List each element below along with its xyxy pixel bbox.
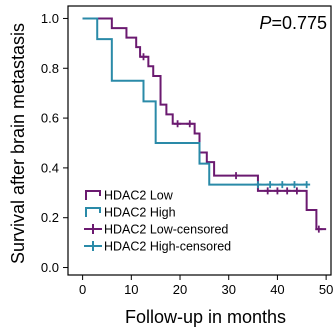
censor-mark-hdac2-low (283, 187, 291, 195)
x-tick-label: 0 (79, 282, 86, 297)
censor-mark-hdac2-high (266, 181, 274, 189)
p-value-number: =0.775 (271, 13, 327, 33)
legend-label-hdac2-low-censored: HDAC2 Low-censored (104, 223, 228, 237)
censor-mark-hdac2-high (303, 181, 311, 189)
censor-mark-hdac2-high (290, 181, 298, 189)
legend-symbol-hdac2-high-censored (84, 241, 102, 251)
x-tick-label: 50 (319, 282, 333, 297)
legend-symbol-hdac2-high (85, 207, 101, 217)
censor-mark-hdac2-low (273, 187, 281, 195)
legend-label-hdac2-high: HDAC2 High (104, 206, 176, 220)
y-tick-label: 0.0 (41, 260, 59, 275)
censor-mark-hdac2-low (232, 172, 240, 180)
y-tick-label: 0.8 (41, 61, 59, 76)
x-tick-label: 20 (173, 282, 187, 297)
censor-mark-hdac2-low (139, 53, 147, 61)
p-value-symbol: P (259, 13, 271, 33)
y-tick-label: 1.0 (41, 11, 59, 26)
x-axis-title: Follow-up in months (125, 307, 286, 327)
censor-mark-hdac2-high (254, 181, 262, 189)
p-value-annotation: P=0.775 (259, 13, 327, 33)
x-tick-label: 10 (124, 282, 138, 297)
censor-mark-hdac2-low (174, 120, 182, 128)
y-tick-label: 0.2 (41, 210, 59, 225)
series-line-hdac2-high (82, 17, 307, 186)
censor-mark-hdac2-low (293, 187, 301, 195)
censor-mark-hdac2-low (264, 187, 272, 195)
plot-frame (67, 5, 332, 276)
legend-label-hdac2-high-censored: HDAC2 High-censored (104, 240, 231, 254)
y-tick-label: 0.4 (41, 160, 59, 175)
legend-symbol-hdac2-low-censored (84, 224, 102, 234)
y-tick-label: 0.6 (41, 111, 59, 126)
censor-mark-hdac2-low (315, 225, 323, 233)
censor-mark-hdac2-high (278, 181, 286, 189)
x-tick-label: 40 (270, 282, 284, 297)
censor-mark-hdac2-low (186, 120, 194, 128)
legend-label-hdac2-low: HDAC2 Low (104, 189, 174, 203)
legend-symbol-hdac2-low (85, 190, 101, 200)
x-tick-label: 30 (221, 282, 235, 297)
series-line-hdac2-low (82, 17, 327, 231)
y-axis-title: Survival after brain metastasis (8, 23, 28, 264)
